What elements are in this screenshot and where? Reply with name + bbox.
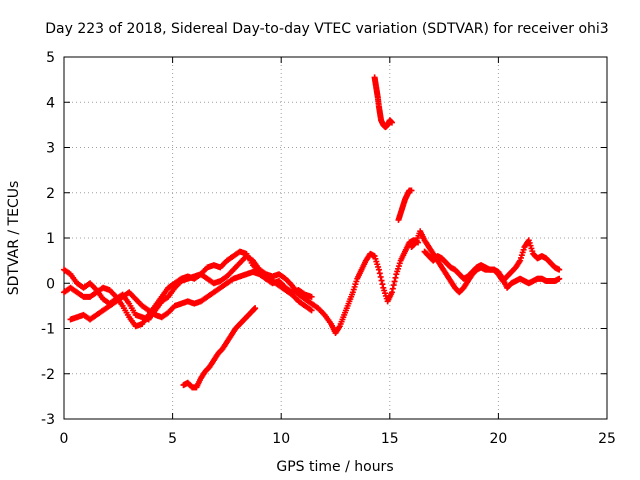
data-point bbox=[556, 266, 563, 273]
y-tick-label: 2 bbox=[46, 186, 55, 202]
x-tick-label: 5 bbox=[168, 431, 177, 447]
series-track-2 bbox=[61, 248, 315, 330]
y-tick-label: -1 bbox=[41, 322, 55, 338]
data-point bbox=[392, 274, 399, 281]
y-tick-label: 0 bbox=[46, 276, 55, 292]
series-track-3 bbox=[67, 268, 315, 323]
grid-lines bbox=[64, 57, 607, 419]
data-point bbox=[391, 278, 398, 285]
y-tick-label: 5 bbox=[46, 50, 55, 66]
data-point bbox=[390, 282, 397, 289]
data-point bbox=[378, 277, 385, 284]
chart-title: Day 223 of 2018, Sidereal Day-to-day VTE… bbox=[45, 21, 608, 37]
y-tick-label: 4 bbox=[46, 95, 55, 111]
data-point bbox=[375, 266, 382, 273]
axes: 0 5 10 15 20 25 -3 -2 -1 0 1 2 3 4 5 bbox=[41, 50, 616, 447]
series-track-4 bbox=[180, 305, 259, 391]
y-tick-label: 3 bbox=[46, 141, 55, 157]
y-tick-label: -2 bbox=[41, 367, 55, 383]
x-tick-label: 10 bbox=[272, 431, 290, 447]
data-point bbox=[388, 289, 395, 296]
series-track-5 bbox=[371, 74, 395, 131]
y-axis-label: SDTVAR / TECUs bbox=[6, 181, 22, 296]
data-point bbox=[556, 275, 563, 282]
y-tick-label: 1 bbox=[46, 231, 55, 247]
y-tick-label: -3 bbox=[41, 412, 55, 428]
x-tick-label: 25 bbox=[598, 431, 616, 447]
x-tick-label: 0 bbox=[60, 431, 69, 447]
x-axis-label: GPS time / hours bbox=[276, 459, 393, 475]
data-point bbox=[408, 187, 415, 194]
data-point bbox=[308, 293, 315, 300]
x-tick-label: 20 bbox=[489, 431, 507, 447]
data-point bbox=[252, 305, 259, 312]
data-point bbox=[308, 307, 315, 314]
data-point bbox=[376, 270, 383, 277]
data-point bbox=[379, 281, 386, 288]
series-track-8 bbox=[421, 237, 563, 284]
x-tick-label: 15 bbox=[381, 431, 399, 447]
data-point bbox=[377, 273, 384, 280]
data-point bbox=[411, 240, 418, 247]
data-point bbox=[389, 285, 396, 292]
series-track-6 bbox=[395, 187, 415, 223]
plot-frame bbox=[63, 56, 608, 420]
data-point bbox=[388, 119, 395, 126]
data-points bbox=[61, 74, 563, 391]
